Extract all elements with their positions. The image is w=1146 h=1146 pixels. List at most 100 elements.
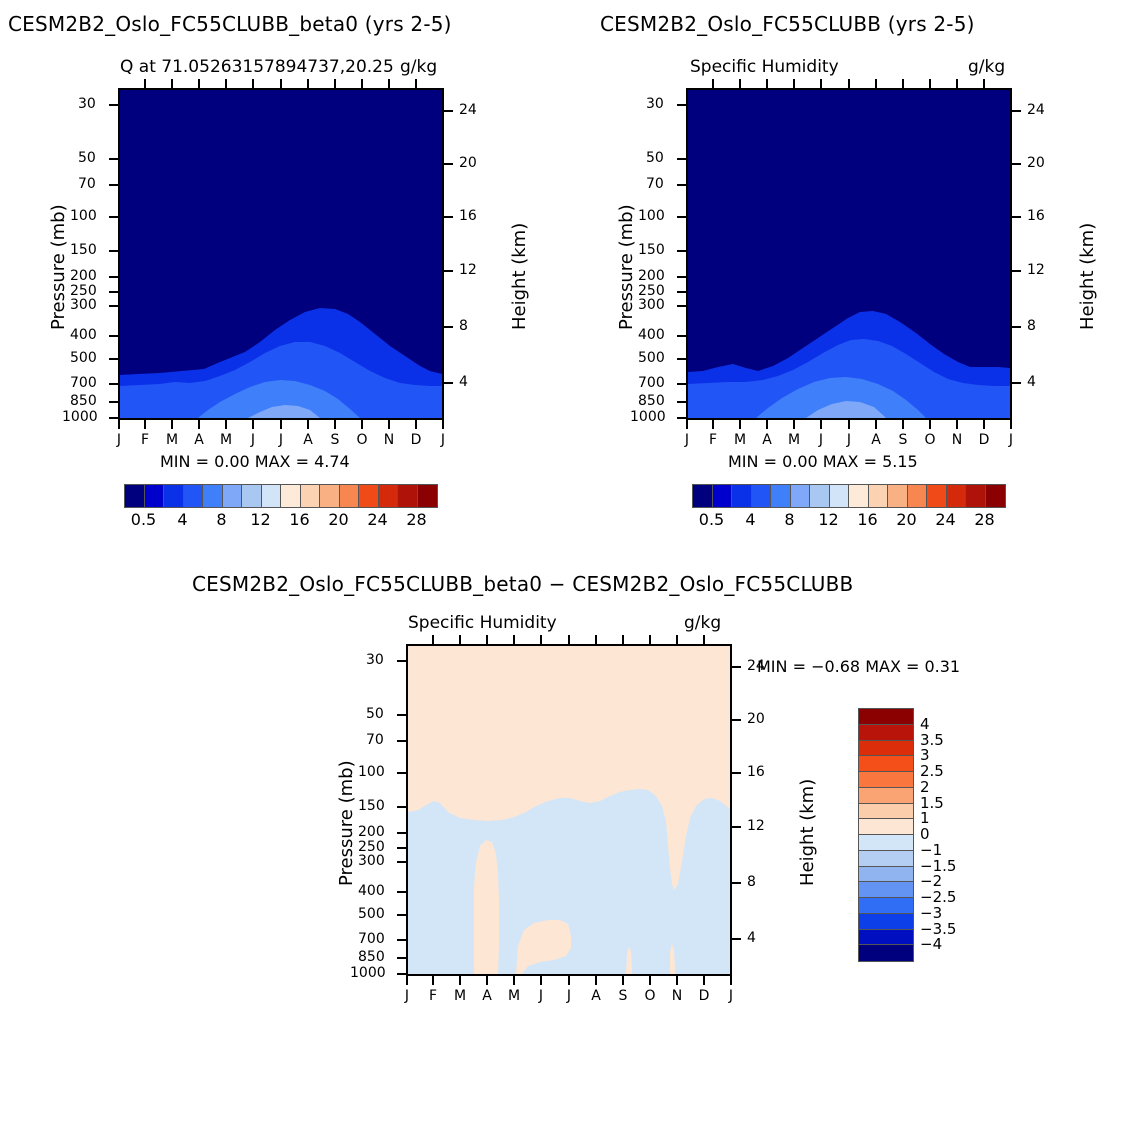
diff-colorbar-cell-15: [859, 945, 913, 961]
ptick-30: 30: [78, 96, 96, 112]
diff-colorbar-cell-2: [859, 740, 913, 757]
colorbar-label-2: 8: [784, 510, 795, 529]
colorbar-cell-15: [417, 485, 437, 507]
tr-ptick-400: 400: [638, 327, 665, 343]
bt-month-3: A: [482, 988, 492, 1004]
colorbar-label-5: 20: [896, 510, 917, 529]
bt-month-12: J: [728, 988, 734, 1004]
colorbar-cell-9: [868, 485, 888, 507]
colorbar-cell-4: [771, 485, 791, 507]
bt-htick-4: 4: [747, 930, 756, 946]
bt-month-11: D: [698, 988, 710, 1004]
bt-month-0: J: [404, 988, 410, 1004]
top-left-plot-area: [118, 88, 444, 420]
difference-colorbar: [858, 708, 914, 962]
bt-month-1: F: [428, 988, 438, 1004]
bt-month-10: N: [671, 988, 683, 1004]
tl-month-0: J: [116, 432, 122, 448]
colorbar-cell-0: [693, 485, 713, 507]
top-left-units: g/kg: [400, 57, 438, 77]
htick-12: 12: [459, 262, 477, 278]
diff-colorbar-label-10: −2: [920, 872, 943, 891]
tr-ptick-700: 700: [638, 375, 665, 391]
top-right-subtitle: Specific Humidity: [690, 57, 839, 77]
ptick-50: 50: [78, 150, 96, 166]
tr-ptick-50: 50: [646, 150, 664, 166]
colorbar-cell-7: [829, 485, 849, 507]
colorbar-cell-10: [888, 485, 908, 507]
colorbar-cell-10: [320, 485, 340, 507]
bt-ptick-300: 300: [358, 853, 385, 869]
tr-htick-20: 20: [1027, 155, 1045, 171]
tr-ptick-100: 100: [638, 208, 665, 224]
diff-colorbar-label-1: 3.5: [920, 730, 944, 749]
bottom-units: g/kg: [684, 613, 722, 633]
bt-month-4: M: [508, 988, 521, 1004]
bt-ptick-1000: 1000: [350, 965, 386, 981]
colorbar-cell-1: [144, 485, 164, 507]
colorbar-cell-5: [790, 485, 810, 507]
bt-ptick-250: 250: [358, 839, 385, 855]
top-right-plot-area: [686, 88, 1012, 420]
ptick-300: 300: [70, 297, 97, 313]
colorbar-cell-6: [242, 485, 262, 507]
colorbar-cell-8: [281, 485, 301, 507]
tr-month-9: O: [924, 432, 936, 448]
tl-month-10: N: [383, 432, 395, 448]
diff-colorbar-cell-6: [859, 803, 913, 820]
diff-colorbar-cell-13: [859, 913, 913, 930]
tl-month-12: J: [440, 432, 446, 448]
bottom-plot-area: [406, 644, 732, 976]
htick-4: 4: [459, 374, 468, 390]
colorbar-cell-13: [378, 485, 398, 507]
colorbar-cell-15: [985, 485, 1005, 507]
tr-htick-12: 12: [1027, 262, 1045, 278]
tr-ptick-850: 850: [638, 393, 665, 409]
diff-colorbar-cell-7: [859, 819, 913, 835]
tl-month-6: J: [278, 432, 284, 448]
top-left-contour-field: [120, 90, 442, 418]
diff-colorbar-cell-0: [859, 709, 913, 725]
tl-month-9: O: [356, 432, 368, 448]
diff-colorbar-label-0: 4: [920, 714, 930, 733]
diff-colorbar-label-7: 0: [920, 825, 930, 843]
top-left-title: CESM2B2_Oslo_FC55CLUBB_beta0 (yrs 2-5): [8, 12, 452, 36]
top-right-colorbar: [692, 484, 1006, 508]
colorbar-cell-4: [203, 485, 223, 507]
ptick-1000: 1000: [62, 409, 98, 425]
diff-colorbar-label-9: −1.5: [920, 856, 957, 875]
tr-ptick-30: 30: [646, 96, 664, 112]
colorbar-label-1: 4: [745, 510, 756, 529]
colorbar-label-0: 0.5: [130, 510, 157, 529]
htick-16: 16: [459, 208, 477, 224]
ptick-200: 200: [70, 268, 97, 284]
bt-htick-8: 8: [747, 874, 756, 890]
colorbar-cell-9: [300, 485, 320, 507]
colorbar-cell-2: [164, 485, 184, 507]
diff-colorbar-label-6: 1: [920, 809, 930, 828]
tl-month-11: D: [410, 432, 422, 448]
top-right-title: CESM2B2_Oslo_FC55CLUBB (yrs 2-5): [600, 12, 975, 36]
ptick-850: 850: [70, 393, 97, 409]
tl-month-4: M: [220, 432, 233, 448]
bt-htick-16: 16: [747, 764, 765, 780]
bt-month-5: J: [538, 988, 544, 1004]
colorbar-label-6: 24: [367, 510, 388, 529]
colorbar-cell-14: [398, 485, 418, 507]
bottom-subtitle: Specific Humidity: [408, 613, 557, 633]
bottom-minmax: MIN = −0.68 MAX = 0.31: [757, 657, 961, 676]
tr-htick-24: 24: [1027, 102, 1045, 118]
colorbar-label-1: 4: [177, 510, 188, 529]
colorbar-label-3: 12: [250, 510, 271, 529]
tl-month-1: F: [140, 432, 150, 448]
tr-htick-4: 4: [1027, 374, 1036, 390]
tr-ptick-70: 70: [646, 176, 664, 192]
bt-ptick-30: 30: [366, 652, 384, 668]
tr-htick-8: 8: [1027, 318, 1036, 334]
bt-ptick-400: 400: [358, 883, 385, 899]
colorbar-cell-1: [712, 485, 732, 507]
colorbar-cell-11: [339, 485, 359, 507]
tr-month-5: J: [818, 432, 824, 448]
colorbar-label-4: 16: [857, 510, 878, 529]
colorbar-label-7: 28: [974, 510, 995, 529]
